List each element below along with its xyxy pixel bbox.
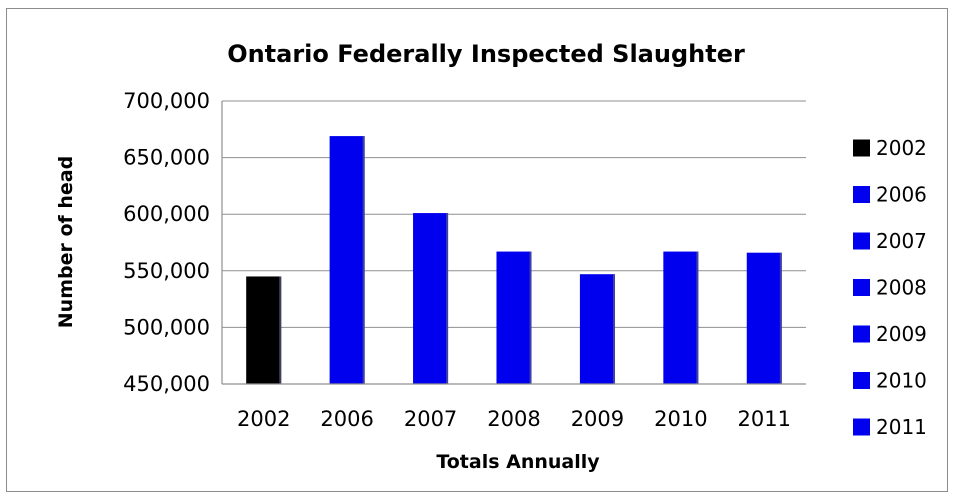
legend-entry-2007: 2007 xyxy=(853,229,927,253)
y-axis-label: Number of head xyxy=(55,156,77,328)
y-tick-labels: 450,000 500,000 550,000 600,000 650,000 700,0… xyxy=(123,89,210,396)
bar-shadow xyxy=(362,136,365,384)
legend-swatch xyxy=(853,139,870,157)
bar-2008 xyxy=(496,251,532,384)
legend-entry-2011: 2011 xyxy=(853,415,927,439)
y-tick-label: 550,000 xyxy=(123,259,210,283)
bar-2009 xyxy=(579,274,615,384)
bar-body xyxy=(663,251,699,384)
bar-2002 xyxy=(246,276,282,384)
x-tick-label: 2006 xyxy=(320,407,373,431)
legend-swatch xyxy=(853,372,870,389)
bar-body xyxy=(329,136,365,384)
x-tick-label: 2010 xyxy=(654,407,707,431)
legend-swatch xyxy=(853,325,870,343)
x-tick-label: 2007 xyxy=(404,407,457,431)
legend-label: 2008 xyxy=(876,276,927,300)
legend-entry-2010: 2010 xyxy=(853,369,927,393)
y-tick-label: 600,000 xyxy=(123,202,210,226)
legend-swatch xyxy=(853,232,870,250)
bars xyxy=(246,136,782,384)
bar-shadow xyxy=(529,251,532,384)
legend-swatch xyxy=(853,279,870,296)
legend-entry-2002: 2002 xyxy=(853,136,927,160)
y-tick-label: 450,000 xyxy=(123,372,210,396)
bar-body xyxy=(246,276,282,384)
bar-2006 xyxy=(329,136,365,384)
bar-shadow xyxy=(612,274,615,384)
x-tick-label: 2002 xyxy=(237,407,290,431)
y-tick-label: 650,000 xyxy=(123,146,210,170)
legend: 2002 2006 2007 2008 2009 2010 2011 xyxy=(853,136,927,439)
legend-label: 2009 xyxy=(876,322,927,346)
x-tick-label: 2011 xyxy=(738,407,791,431)
x-tick-labels: 2002 2006 2007 2008 2009 2010 2011 xyxy=(237,407,791,431)
bar-shadow xyxy=(779,252,782,384)
bar-2007 xyxy=(413,213,449,384)
y-tick-label: 700,000 xyxy=(123,89,210,113)
bar-body xyxy=(496,251,532,384)
bar-2011 xyxy=(746,252,782,384)
legend-label: 2006 xyxy=(876,183,927,207)
chart-frame xyxy=(6,8,948,492)
legend-swatch xyxy=(853,418,870,436)
x-tick-label: 2009 xyxy=(571,407,624,431)
bar-body xyxy=(746,252,782,384)
legend-label: 2011 xyxy=(876,415,927,439)
x-tick-label: 2008 xyxy=(487,407,540,431)
bar-shadow xyxy=(279,276,282,384)
legend-swatch xyxy=(853,186,870,203)
bar-shadow xyxy=(446,213,449,384)
bar-2010 xyxy=(663,251,699,384)
chart-title: Ontario Federally Inspected Slaughter xyxy=(227,40,745,68)
bar-body xyxy=(413,213,449,384)
legend-entry-2008: 2008 xyxy=(853,276,927,300)
legend-label: 2007 xyxy=(876,229,927,253)
x-axis-label: Totals Annually xyxy=(436,451,600,473)
bar-body xyxy=(579,274,615,384)
legend-entry-2009: 2009 xyxy=(853,322,927,346)
legend-label: 2002 xyxy=(876,136,927,160)
bar-shadow xyxy=(696,251,699,384)
y-tick-label: 500,000 xyxy=(123,315,210,339)
legend-entry-2006: 2006 xyxy=(853,183,927,207)
legend-label: 2010 xyxy=(876,369,927,393)
